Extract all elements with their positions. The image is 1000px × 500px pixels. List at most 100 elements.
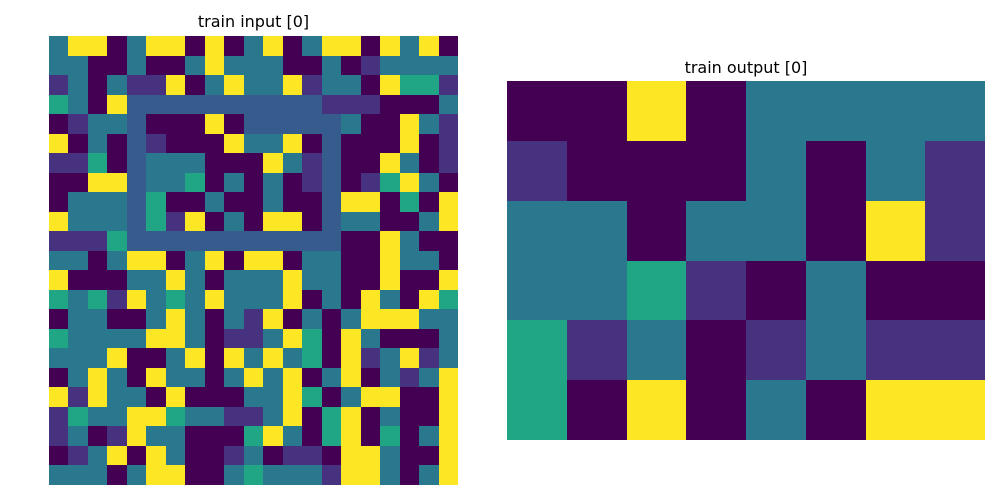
output-grid-cell [925,201,985,261]
input-grid-cell [322,114,341,134]
input-grid-cell [302,329,322,348]
input-grid-cell [127,173,146,192]
input-grid-cell [322,270,341,290]
input-grid-cell [146,153,166,173]
input-grid-cell [419,231,439,251]
input-grid-cell [361,348,380,368]
input-grid-cell [185,426,205,446]
input-grid-cell [146,465,166,485]
input-grid-cell [88,387,107,407]
input-grid-cell [68,231,88,251]
input-grid-cell [400,134,419,153]
input-grid-cell [302,231,322,251]
input-grid-cell [185,309,205,329]
output-grid-cell [925,81,985,141]
input-grid-cell [68,75,88,95]
input-grid-cell [263,329,283,348]
output-grid-cell [567,141,627,201]
input-grid-cell [263,465,283,485]
input-grid-cell [283,290,302,309]
input-grid-cell [380,446,400,465]
input-grid-cell [400,251,419,270]
input-grid-cell [341,251,361,270]
input-grid-cell [224,36,244,56]
input-grid-cell [224,251,244,270]
input-grid-cell [166,251,185,270]
input-grid-cell [185,290,205,309]
input-grid-cell [419,212,439,231]
input-grid-cell [88,446,107,465]
input-grid-cell [263,446,283,465]
input-grid-cell [205,270,224,290]
input-grid-cell [380,251,400,270]
input-grid-cell [400,309,419,329]
input-grid-cell [302,36,322,56]
input-grid-cell [205,368,224,387]
input-grid-cell [341,426,361,446]
input-grid-cell [439,348,458,368]
input-grid-cell [146,173,166,192]
input-grid-cell [146,446,166,465]
input-grid-cell [400,387,419,407]
output-grid-cell [627,320,686,380]
input-grid-cell [263,56,283,75]
input-grid-cell [380,134,400,153]
input-grid-cell [88,192,107,212]
input-grid-cell [263,212,283,231]
input-grid-cell [224,56,244,75]
input-grid-cell [49,329,68,348]
input-grid-cell [146,231,166,251]
input-grid-cell [185,114,205,134]
input-grid-cell [380,114,400,134]
input-grid-cell [322,348,341,368]
input-grid-cell [185,36,205,56]
input-grid-cell [419,407,439,426]
input-grid-cell [185,348,205,368]
input-grid-cell [146,329,166,348]
input-grid-cell [283,407,302,426]
input-grid-cell [419,348,439,368]
input-grid-cell [224,348,244,368]
input-grid-cell [49,212,68,231]
input-grid-cell [146,387,166,407]
input-grid-cell [322,153,341,173]
input-grid-cell [439,290,458,309]
input-grid-cell [244,231,263,251]
input-grid-cell [400,153,419,173]
input-grid-cell [166,329,185,348]
output-grid-cell [567,320,627,380]
input-grid-cell [49,426,68,446]
input-grid-cell [361,309,380,329]
input-grid-cell [380,407,400,426]
input-grid-cell [88,270,107,290]
input-grid-cell [244,368,263,387]
input-grid-cell [283,173,302,192]
input-grid-cell [205,212,224,231]
output-grid-cell [567,380,627,440]
input-grid-cell [439,153,458,173]
input-grid-cell [361,173,380,192]
input-grid-cell [88,173,107,192]
input-grid-cell [380,290,400,309]
input-grid-cell [127,153,146,173]
input-grid-cell [400,75,419,95]
input-grid-cell [107,192,127,212]
input-grid-cell [107,348,127,368]
input-grid-cell [88,212,107,231]
input-grid-cell [400,426,419,446]
input-grid-cell [244,251,263,270]
input-grid-cell [439,329,458,348]
input-grid-cell [419,153,439,173]
input-grid-cell [49,290,68,309]
input-grid-cell [88,56,107,75]
input-grid-cell [263,231,283,251]
input-grid-cell [341,446,361,465]
input-grid-cell [127,75,146,95]
output-grid-cell [746,380,806,440]
input-grid-cell [49,387,68,407]
input-grid-cell [185,95,205,114]
input-grid-cell [263,387,283,407]
input-grid-cell [244,56,263,75]
input-grid-cell [322,56,341,75]
input-grid-cell [439,368,458,387]
